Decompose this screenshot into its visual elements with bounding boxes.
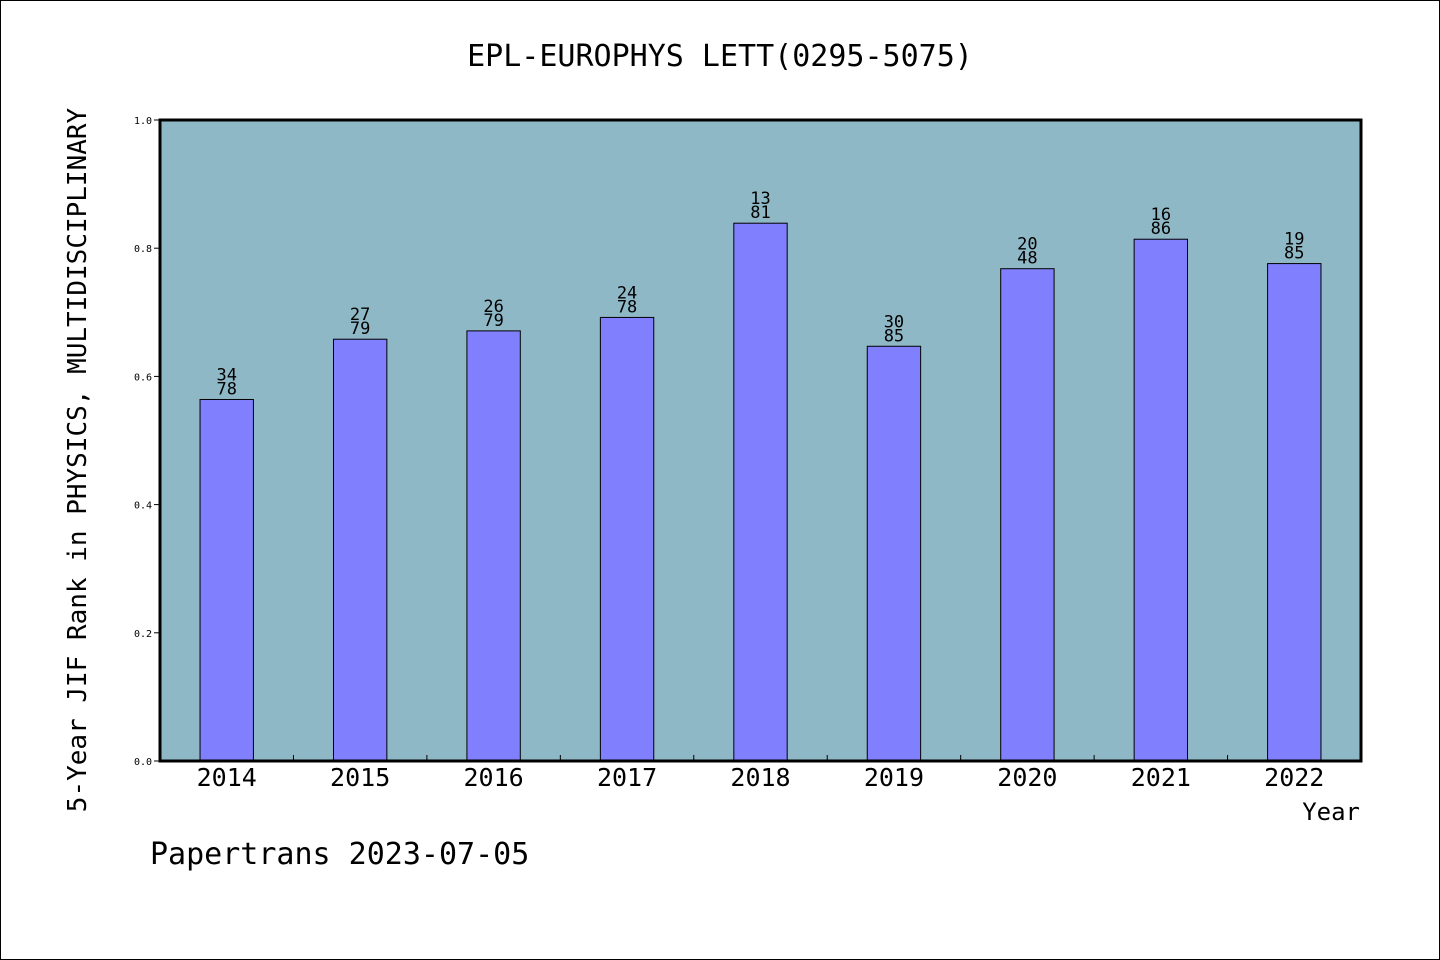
x-tick-label: 2021 [1131,763,1191,792]
bar-label-total: 85 [1284,244,1304,264]
y-tick-label: 0.2 [134,629,152,640]
bar-label-rank: 19 [1284,230,1304,250]
bar-2021 [1133,238,1189,762]
x-tick-label: 2014 [197,763,257,792]
bar-label-total: 85 [884,326,904,346]
bar-label-total: 78 [216,379,236,399]
footer-credit: Papertrans 2023-07-05 [150,837,529,872]
bar-label-total: 78 [617,297,637,317]
bar-label-rank: 16 [1151,205,1171,225]
y-tick-label: 1.0 [134,116,152,127]
x-tick-label: 2022 [1264,763,1324,792]
x-axis-label: Year [1302,798,1360,826]
bar-2015 [332,338,388,762]
x-tick-label: 2020 [997,763,1057,792]
bar-label-rank: 26 [483,297,503,317]
bar-label-rank: 34 [216,365,236,385]
plot-border [158,118,1363,763]
y-axis: 0.0 0.2 0.4 0.6 0.8 1.0 [134,116,160,768]
y-tick-label: 0.0 [134,757,152,768]
y-tick-label: 0.6 [134,372,152,383]
bar-label-rank: 20 [1017,235,1037,255]
bar-label-total: 79 [483,311,503,331]
x-tick-label: 2018 [730,763,790,792]
bar-series [199,222,1322,762]
x-axis: 2014 2015 2016 2017 2018 2019 2020 2021 2022 [197,755,1324,792]
bar-label-total: 81 [750,203,770,223]
x-tick-label: 2016 [464,763,524,792]
bar-label-rank: 13 [750,189,770,209]
bar-2020 [1000,268,1055,762]
bar-2022 [1267,263,1322,762]
y-tick-label: 0.4 [134,501,152,512]
bar-label-rank: 30 [884,312,904,332]
y-axis-label: 5-Year JIF Rank in PHYSICS, MULTIDISCIPL… [63,107,93,812]
bar-label-total: 79 [350,319,370,339]
bar-2019 [866,345,922,762]
bar-2016 [466,330,521,762]
x-tick-label: 2017 [597,763,657,792]
bar-label-total: 48 [1017,249,1037,269]
bar-2017 [599,316,655,762]
bar-label-rank: 24 [617,283,637,303]
y-tick-label: 0.8 [134,244,152,255]
bar-2014 [199,398,254,762]
chart-title: EPL-EUROPHYS LETT(0295-5075) [467,39,973,74]
bar-label-rank: 27 [350,305,370,325]
bar-label-total: 86 [1151,219,1171,239]
x-tick-label: 2019 [864,763,924,792]
bar-2018 [733,222,788,762]
x-tick-label: 2015 [330,763,390,792]
